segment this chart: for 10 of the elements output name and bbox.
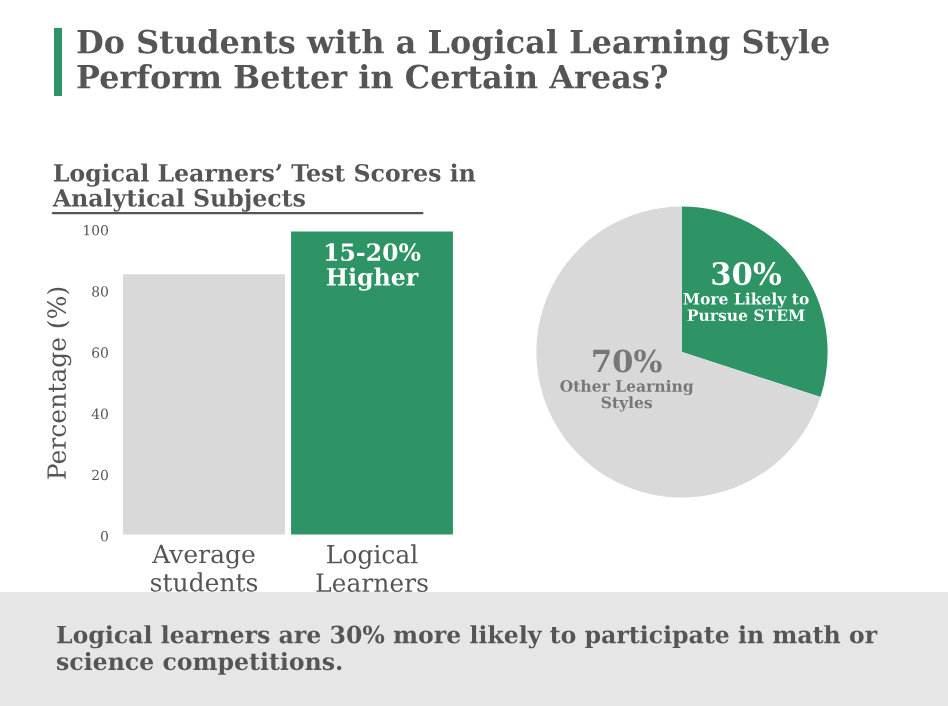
text: Do Students with a Logical Learning Style Perform Better in Certain Areas? (77, 29, 829, 89)
y-axis-title: Percentage (%) (46, 287, 72, 479)
annotation: 15-20% Higher (325, 243, 421, 291)
x-tick-label: Average students (151, 544, 258, 592)
data-label: 70% (593, 349, 662, 373)
chart-title: Logical Learners’ Test Scores in Analytical Subjects (52, 163, 476, 212)
text: Logical learners are 30% more likely to participate in math or science competitions. (57, 625, 878, 675)
x-tick-label: Logical Learners (316, 544, 428, 593)
pie-slice (536, 206, 821, 498)
data-label: 30% (712, 262, 782, 286)
